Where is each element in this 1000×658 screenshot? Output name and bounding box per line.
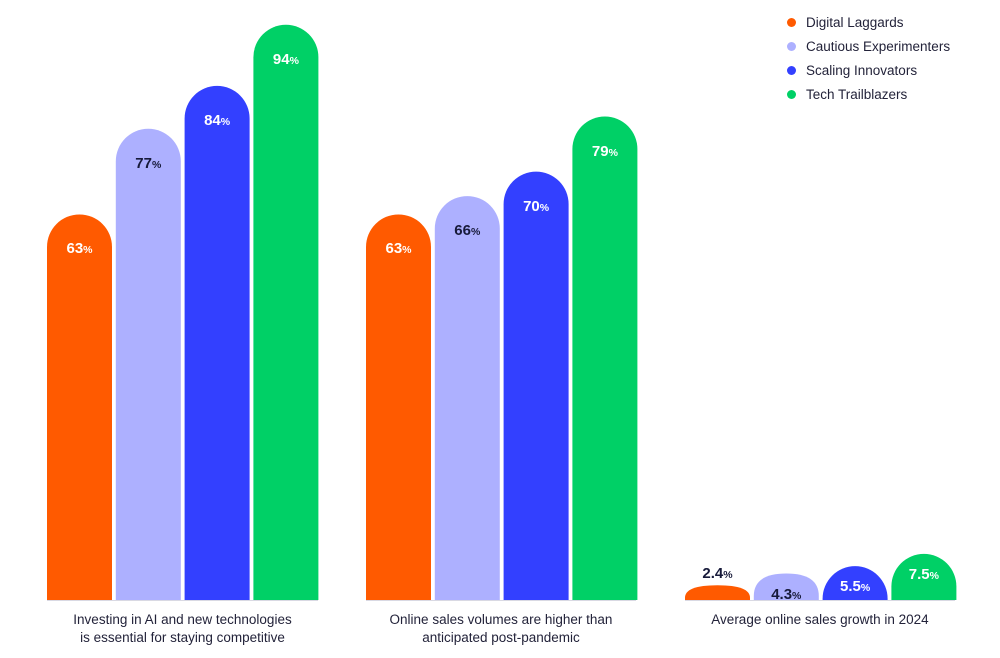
category-label: Online sales volumes are higher than anti… [366, 611, 636, 647]
legend-label: Tech Trailblazers [806, 86, 908, 102]
bar-scaling-innovators-3 [822, 566, 888, 600]
bar-value-label: 84% [204, 111, 231, 129]
bar-tech-trailblazers-2 [572, 116, 638, 600]
category-label-line: Online sales volumes are higher than [389, 612, 613, 627]
legend-item: Cautious Experimenters [787, 34, 950, 58]
bar-digital-laggards-2 [366, 214, 431, 600]
bar-cautious-experimenters-2 [434, 196, 500, 600]
bar-scaling-innovators-1 [184, 85, 250, 601]
legend-dot-icon [787, 65, 796, 75]
bar-scaling-innovators-2 [503, 171, 569, 600]
bar-tech-trailblazers-3 [891, 553, 957, 600]
legend-item: Tech Trailblazers [787, 82, 950, 106]
bar-value-label: 4.3% [771, 585, 802, 603]
category-label-line: anticipated post-pandemic [422, 630, 580, 645]
legend-item: Digital Laggards [787, 10, 950, 34]
legend-dot-icon [787, 17, 796, 27]
category-label-line: is essential for staying competitive [80, 630, 285, 645]
legend-label: Digital Laggards [806, 14, 904, 30]
category-label: Investing in AI and new technologies is e… [47, 611, 318, 647]
bar-digital-laggards-1 [47, 214, 112, 600]
bar-value-label: 77% [135, 154, 162, 172]
bar-value-label: 79% [591, 142, 618, 160]
bar-value-label: 63% [385, 240, 412, 258]
legend-item: Scaling Innovators [787, 58, 950, 82]
bar-cautious-experimenters-1 [115, 128, 181, 600]
bar-value-label: 63% [66, 240, 93, 258]
legend-label: Cautious Experimenters [806, 38, 951, 54]
legend-dot-icon [787, 89, 796, 99]
category-label: Average online sales growth in 2024 [662, 611, 978, 629]
legend-label: Scaling Innovators [806, 62, 918, 78]
bar-value-label: 2.4% [702, 565, 733, 583]
bar-value-label: 66% [454, 222, 481, 240]
bar-value-label: 94% [272, 50, 299, 68]
bar-value-label: 7.5% [908, 565, 939, 583]
bar-digital-laggards-3 [685, 585, 750, 600]
bar-value-label: 5.5% [839, 578, 871, 596]
category-label-line: Average online sales growth in 2024 [711, 612, 929, 627]
legend: Digital Laggards Cautious Experimenters Sc… [787, 10, 950, 106]
legend-dot-icon [787, 41, 796, 51]
category-label-line: Investing in AI and new technologies [73, 612, 292, 627]
bar-tech-trailblazers-1 [253, 24, 319, 600]
bar-cautious-experimenters-3 [753, 573, 819, 600]
bar-value-label: 70% [523, 197, 550, 215]
